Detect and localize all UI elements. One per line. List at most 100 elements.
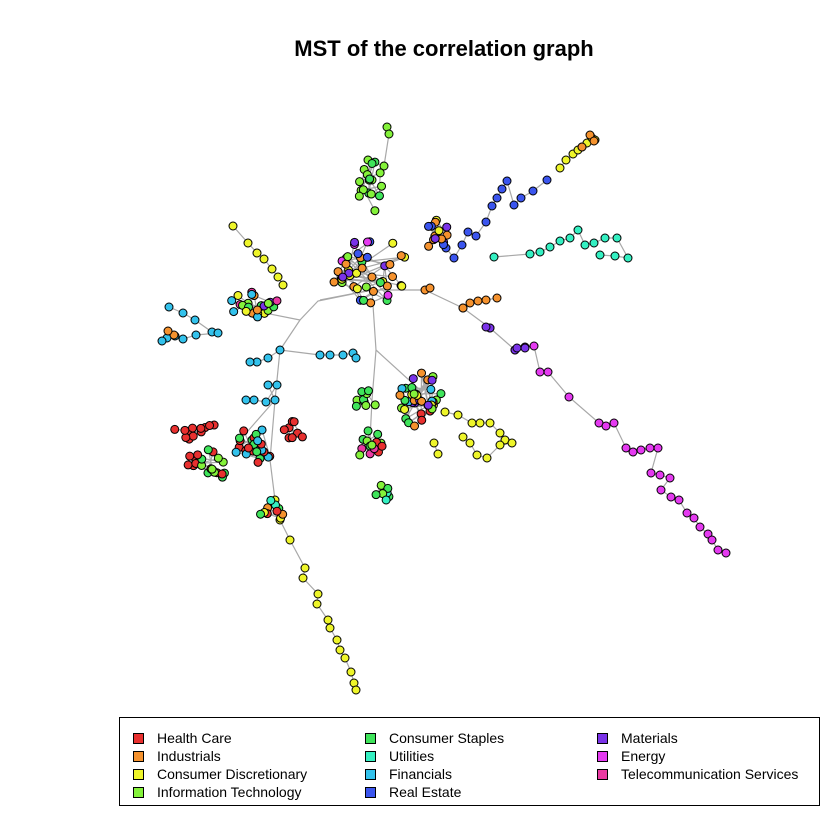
graph-node	[213, 453, 223, 463]
graph-node	[458, 432, 468, 442]
graph-node	[449, 253, 459, 263]
graph-node	[261, 397, 271, 407]
legend-item-energy: Energy	[597, 747, 665, 765]
graph-node	[267, 264, 277, 274]
graph-node	[543, 367, 553, 377]
graph-node	[235, 433, 245, 443]
graph-node	[436, 389, 446, 399]
graph-node	[426, 384, 436, 394]
graph-node	[497, 184, 507, 194]
graph-node	[374, 191, 384, 201]
legend-swatch	[133, 750, 144, 762]
legend-item-consumer-staples: Consumer Staples	[365, 729, 504, 747]
legend-swatch	[133, 786, 144, 798]
graph-node	[361, 400, 371, 410]
graph-node	[253, 436, 263, 446]
graph-edge	[279, 349, 321, 356]
graph-node	[424, 241, 434, 251]
graph-node	[335, 645, 345, 655]
graph-node	[377, 441, 387, 451]
graph-node	[623, 253, 633, 263]
graph-node	[196, 423, 206, 433]
graph-node	[256, 509, 266, 519]
graph-node	[453, 410, 463, 420]
graph-node	[565, 233, 575, 243]
graph-node	[489, 252, 499, 262]
graph-node	[408, 374, 418, 384]
graph-node	[351, 353, 361, 363]
graph-node	[653, 443, 663, 453]
graph-node	[388, 272, 398, 282]
graph-node	[695, 522, 705, 532]
graph-node	[351, 685, 361, 695]
graph-node	[628, 447, 638, 457]
legend-swatch	[133, 768, 144, 780]
graph-node	[163, 326, 173, 336]
graph-node	[233, 291, 243, 301]
graph-node	[367, 440, 377, 450]
legend-label: Consumer Staples	[389, 730, 505, 746]
graph-node	[601, 421, 611, 431]
graph-node	[207, 464, 217, 474]
graph-node	[243, 443, 253, 453]
graph-node	[434, 226, 444, 236]
graph-node	[655, 470, 665, 480]
graph-node	[475, 418, 485, 428]
graph-node	[343, 252, 353, 262]
graph-node	[555, 236, 565, 246]
graph-node	[665, 473, 675, 483]
graph-node	[252, 447, 262, 457]
graph-node	[217, 469, 227, 479]
graph-node	[427, 375, 437, 385]
legend-item-utilities: Utilities	[365, 747, 434, 765]
graph-node	[352, 268, 362, 278]
graph-node	[645, 443, 655, 453]
graph-node	[529, 341, 539, 351]
graph-node	[495, 440, 505, 450]
graph-node	[359, 295, 369, 305]
graph-node	[213, 328, 223, 338]
graph-node	[707, 535, 717, 545]
graph-node	[713, 545, 723, 555]
legend-label: Financials	[389, 766, 453, 782]
graph-node	[241, 395, 251, 405]
legend-swatch	[133, 732, 144, 744]
graph-node	[656, 485, 666, 495]
legend-label: Telecommunication Services	[621, 766, 799, 782]
graph-node	[252, 248, 262, 258]
legend-label: Real Estate	[389, 784, 462, 800]
graph-node	[358, 185, 368, 195]
graph-node	[353, 249, 363, 259]
legend-label: Consumer Discretionary	[157, 766, 308, 782]
legend-item-information-technology: Information Technology	[133, 783, 302, 801]
graph-node	[646, 468, 656, 478]
graph-node	[228, 221, 238, 231]
graph-node	[485, 418, 495, 428]
graph-node	[410, 421, 420, 431]
graph-node	[231, 447, 241, 457]
graph-node	[424, 221, 434, 231]
graph-node	[289, 417, 299, 427]
graph-node	[375, 277, 385, 287]
legend-item-industrials: Industrials	[133, 747, 221, 765]
graph-node	[338, 272, 348, 282]
graph-node	[229, 307, 239, 317]
graph-node	[495, 428, 505, 438]
graph-node	[370, 206, 380, 216]
graph-node	[417, 396, 427, 406]
graph-node	[621, 443, 631, 453]
graph-node	[367, 158, 377, 168]
graph-node	[249, 395, 259, 405]
graph-node	[180, 425, 190, 435]
graph-node	[352, 284, 362, 294]
graph-node	[409, 389, 419, 399]
graph-node	[279, 425, 289, 435]
graph-node	[351, 401, 361, 411]
graph-node	[492, 293, 502, 303]
graph-node	[395, 390, 405, 400]
graph-node	[423, 400, 433, 410]
graph-node	[375, 168, 385, 178]
graph-node	[257, 425, 267, 435]
graph-node	[674, 495, 684, 505]
graph-node	[253, 457, 263, 467]
